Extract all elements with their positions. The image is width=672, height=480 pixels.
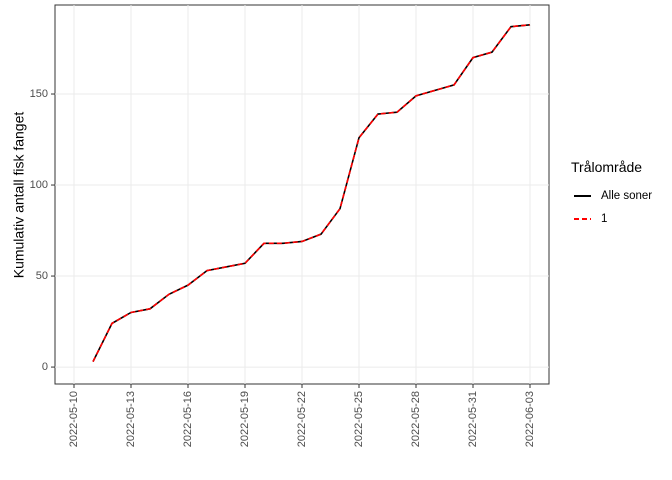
x-tick-label: 2022-05-16	[182, 391, 194, 447]
y-tick-label: 150	[30, 88, 48, 100]
legend-label: 1	[601, 213, 607, 225]
x-tick-label: 2022-05-13	[125, 391, 137, 447]
x-tick-label: 2022-05-19	[239, 391, 251, 447]
x-tick-label: 2022-06-03	[524, 391, 536, 447]
y-axis-title: Kumulativ antall fisk fanget	[11, 112, 27, 279]
x-tick-label: 2022-05-22	[296, 391, 308, 447]
legend-title: Trålområde	[571, 159, 642, 175]
y-tick-label: 0	[42, 361, 48, 373]
series-line	[92, 24, 531, 362]
x-tick-label: 2022-05-28	[410, 391, 422, 447]
y-tick-label: 50	[36, 270, 48, 282]
legend-label: Alle soner	[601, 190, 652, 202]
x-tick-label: 2022-05-10	[68, 391, 80, 447]
x-tick-label: 2022-05-31	[467, 391, 479, 447]
x-tick-label: 2022-05-25	[353, 391, 365, 447]
y-tick-label: 100	[30, 179, 48, 191]
